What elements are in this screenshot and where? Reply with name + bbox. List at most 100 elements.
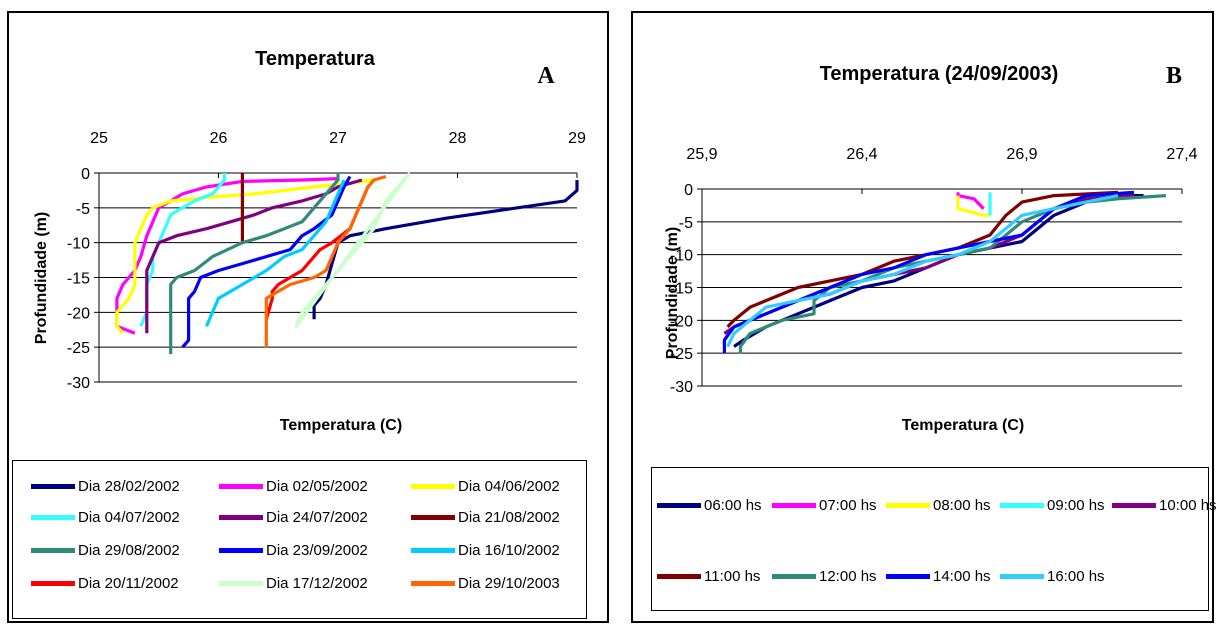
legend-label: Dia 21/08/2002: [458, 509, 560, 526]
chart-panel-a: Temperatura A 0 -5 -10 -15 -20 -25 -30 25 26 27 28 29…: [7, 11, 609, 623]
y-tick-label-b-3: -15: [670, 281, 693, 298]
y-tick-label-b-2: -10: [670, 248, 693, 265]
legend-item-a-3: Dia 04/07/2002: [31, 509, 180, 526]
y-tick-label-a-0: 0: [81, 166, 90, 183]
legend-swatch: [772, 574, 816, 579]
series-line-a-8: [205, 179, 346, 327]
legend-item-b-1: 07:00 hs: [772, 497, 877, 514]
series-line-a-4: [145, 178, 363, 334]
series-line-b-6: [738, 194, 1167, 354]
y-tick-label-b-5: -25: [670, 346, 693, 363]
legend-swatch: [411, 581, 455, 586]
x-tick-label-b-0: 25,9: [686, 146, 717, 163]
panel-letter-b: B: [1166, 63, 1182, 89]
series-line-a-0: [312, 180, 579, 320]
y-tick-label-a-4: -20: [67, 305, 90, 322]
y-axis-label-b: Profundidade (m): [664, 227, 681, 359]
legend-item-b-4: 10:00 hs: [1112, 497, 1217, 514]
legend-label: Dia 04/07/2002: [78, 509, 180, 526]
legend-item-a-7: Dia 23/09/2002: [219, 542, 368, 559]
series-line-b-1: [956, 192, 985, 210]
series-line-a-6: [169, 173, 340, 355]
legend-swatch: [411, 515, 455, 520]
series-line-a-1: [115, 177, 339, 335]
y-tick-label-b-1: -5: [679, 215, 693, 232]
legend-label: Dia 04/06/2002: [458, 478, 560, 495]
legend-b: 06:00 hs 07:00 hs 08:00 hs 09:00 hs 10:00 hs…: [651, 467, 1217, 611]
legend-label: Dia 28/02/2002: [78, 478, 180, 495]
legend-label: Dia 29/08/2002: [78, 542, 180, 559]
legend-label: 09:00 hs: [1047, 497, 1105, 514]
legend-label: Dia 20/11/2002: [78, 575, 179, 592]
legend-item-a-9: Dia 20/11/2002: [31, 575, 179, 592]
legend-label: 12:00 hs: [819, 568, 877, 585]
legend-label: Dia 17/12/2002: [266, 575, 368, 592]
x-tick-label-b-3: 27,4: [1166, 146, 1197, 163]
series-line-b-0: [733, 194, 1144, 348]
series-line-a-10: [294, 171, 411, 328]
legend-swatch: [657, 503, 701, 508]
y-tick-label-a-6: -30: [67, 375, 90, 392]
legend-a: Dia 28/02/2002 Dia 02/05/2002 Dia 04/06/20…: [12, 460, 587, 619]
legend-label: 10:00 hs: [1159, 497, 1217, 514]
chart-panel-b: Temperatura (24/09/2003) B 0 -5 -10 -15 -20 -25…: [631, 11, 1217, 623]
x-axis-label-a: Temperatura (C): [280, 417, 402, 434]
legend-item-b-5: 11:00 hs: [657, 568, 760, 585]
legend-swatch: [657, 574, 701, 579]
legend-label: Dia 29/10/2003: [458, 575, 560, 592]
legend-label: 16:00 hs: [1047, 568, 1105, 585]
x-tick-label-a-0: 25: [90, 130, 108, 147]
chart-a-svg: Temperatura A 0 -5 -10 -15 -20 -25 -30 25 26 27 28 29…: [33, 48, 586, 434]
legend-swatch: [31, 484, 75, 489]
legend-swatch: [411, 548, 455, 553]
legend-swatch: [219, 484, 263, 489]
legend-item-a-10: Dia 17/12/2002: [219, 575, 368, 592]
legend-item-a-6: Dia 29/08/2002: [31, 542, 180, 559]
x-tick-label-a-3: 28: [449, 130, 467, 147]
legend-item-a-1: Dia 02/05/2002: [219, 478, 368, 495]
legend-item-a-4: Dia 24/07/2002: [219, 509, 368, 526]
legend-swatch: [31, 548, 75, 553]
x-tick-label-b-1: 26,4: [846, 146, 877, 163]
chart-b-title: Temperatura (24/09/2003): [820, 63, 1059, 85]
legend-swatch: [772, 503, 816, 508]
legend-item-b-8: 16:00 hs: [1000, 568, 1105, 585]
x-tick-label-a-4: 29: [568, 130, 586, 147]
series-line-a-11: [264, 174, 387, 348]
legend-item-b-2: 08:00 hs: [886, 497, 991, 514]
legend-label: Dia 23/09/2002: [266, 542, 368, 559]
legend-swatch: [31, 515, 75, 520]
legend-swatch: [1000, 574, 1044, 579]
series-line-b-4: [723, 194, 1135, 335]
legend-swatch: [886, 574, 930, 579]
series-line-a-7: [181, 175, 352, 349]
series-line-b-2: [956, 195, 990, 217]
x-tick-label-a-1: 26: [210, 130, 228, 147]
legend-item-b-7: 14:00 hs: [886, 568, 991, 585]
panel-letter-a: A: [537, 63, 555, 89]
legend-item-a-8: Dia 16/10/2002: [411, 542, 560, 559]
legend-label: 11:00 hs: [704, 568, 761, 585]
legend-swatch: [219, 548, 263, 553]
y-axis-label-a: Profundidade (m): [33, 212, 50, 344]
x-axis-label-b: Temperatura (C): [902, 417, 1024, 434]
legend-label: 14:00 hs: [933, 568, 991, 585]
legend-swatch: [219, 581, 263, 586]
legend-item-a-11: Dia 29/10/2003: [411, 575, 560, 592]
series-line-b-8: [726, 194, 1119, 348]
legend-swatch: [1112, 503, 1156, 508]
chart-b-svg: Temperatura (24/09/2003) B 0 -5 -10 -15 -20 -25…: [664, 63, 1198, 434]
legend-item-a-2: Dia 04/06/2002: [411, 478, 560, 495]
legend-label: 06:00 hs: [704, 497, 762, 514]
legend-label: Dia 02/05/2002: [266, 478, 368, 495]
legend-label: 07:00 hs: [819, 497, 877, 514]
y-tick-label-b-6: -30: [670, 379, 693, 396]
legend-swatch: [219, 515, 263, 520]
chart-a-title: Temperatura: [255, 48, 376, 70]
legend-item-b-0: 06:00 hs: [657, 497, 762, 514]
y-tick-label-a-3: -15: [67, 271, 90, 288]
legend-item-b-3: 09:00 hs: [1000, 497, 1105, 514]
legend-item-a-5: Dia 21/08/2002: [411, 509, 560, 526]
legend-swatch: [411, 484, 455, 489]
legend-label: 08:00 hs: [933, 497, 991, 514]
